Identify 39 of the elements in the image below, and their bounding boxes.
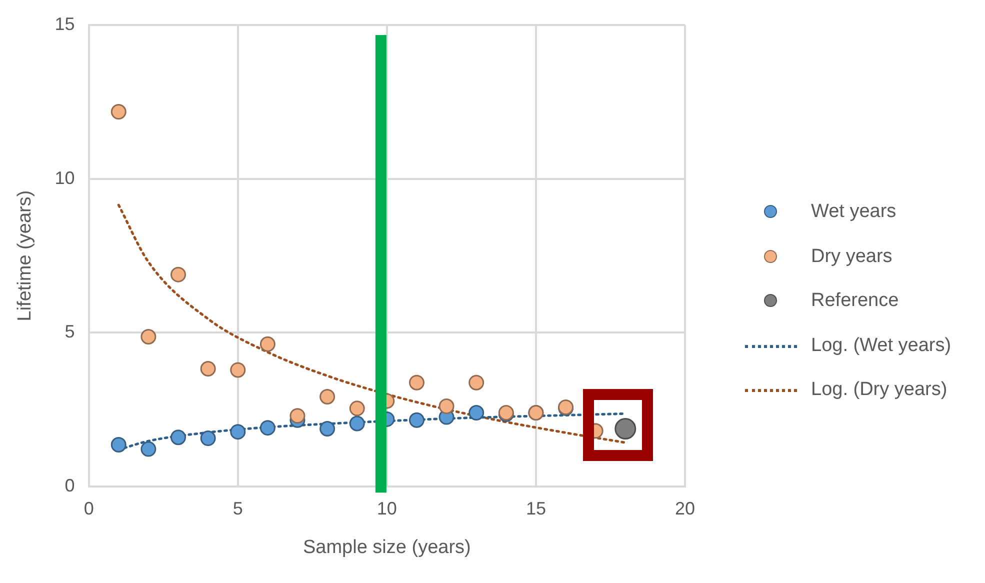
x-tick-label: 0 (84, 498, 94, 518)
line-series (117, 204, 627, 444)
point (110, 437, 126, 452)
point (320, 388, 336, 404)
point (140, 441, 156, 457)
point (468, 374, 484, 390)
y-tick-label: 5 (64, 322, 75, 342)
point (140, 328, 156, 344)
legend-label: Wet years (811, 201, 896, 224)
point (110, 104, 126, 120)
legend-label: Reference (811, 290, 899, 312)
y-tick-label: 0 (64, 476, 75, 496)
x-tick-label: 15 (526, 498, 546, 518)
point (408, 374, 424, 390)
y-tick-label: 10 (54, 168, 75, 188)
point (349, 400, 365, 416)
x-tick-label: 20 (674, 498, 696, 518)
y-axis-title: Lifetime (years) (14, 190, 36, 322)
x-tick-label: 5 (232, 498, 243, 518)
point (260, 420, 276, 436)
y-tick-label: 15 (54, 14, 75, 34)
point (320, 420, 336, 436)
point (349, 416, 365, 432)
point (438, 398, 454, 414)
point (230, 424, 246, 440)
x-axis-title: Sample size (years) (302, 536, 471, 558)
point (200, 360, 216, 376)
point (170, 266, 186, 282)
legend-label: Log. (Wet years) (811, 334, 952, 357)
point (200, 430, 216, 446)
point (290, 408, 306, 424)
legend-label: Dry years (811, 246, 892, 268)
point (230, 362, 246, 378)
point (468, 404, 484, 420)
legend-label: Log. (Dry years) (811, 379, 948, 402)
x-tick-label: 10 (376, 498, 397, 518)
point (408, 412, 424, 428)
point (260, 336, 276, 352)
point (170, 430, 186, 446)
